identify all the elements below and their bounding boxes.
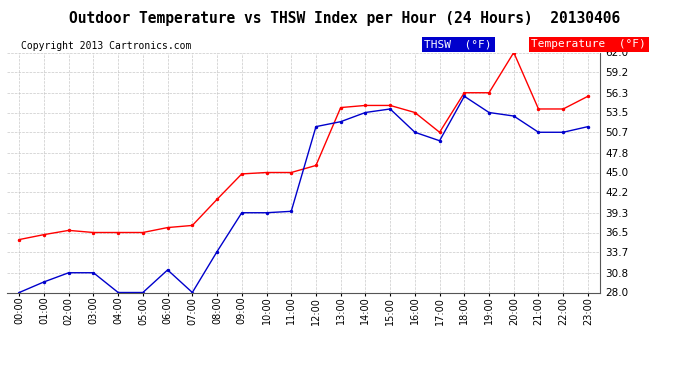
- Text: Temperature  (°F): Temperature (°F): [531, 39, 646, 50]
- Text: THSW  (°F): THSW (°F): [424, 39, 492, 50]
- Text: Copyright 2013 Cartronics.com: Copyright 2013 Cartronics.com: [21, 41, 191, 51]
- Text: Outdoor Temperature vs THSW Index per Hour (24 Hours)  20130406: Outdoor Temperature vs THSW Index per Ho…: [70, 11, 620, 26]
